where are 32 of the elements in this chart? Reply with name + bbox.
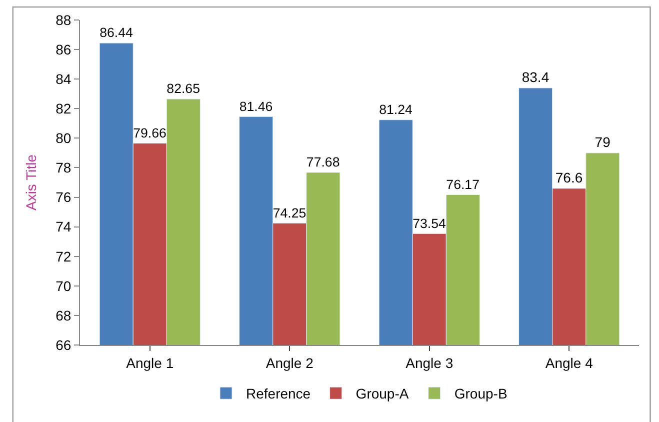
y-axis-title: Axis Title <box>23 154 40 211</box>
data-label: 82.65 <box>166 81 200 96</box>
x-tick-label: Angle 3 <box>406 354 454 371</box>
y-tick-label: 82 <box>56 100 72 117</box>
legend-label: Group-B <box>454 386 508 402</box>
y-tick-label: 78 <box>56 160 72 176</box>
y-tick-label: 86 <box>56 41 72 58</box>
data-label: 81.46 <box>239 98 273 114</box>
data-label: 74.25 <box>272 205 306 220</box>
data-label: 73.54 <box>412 216 447 231</box>
data-label: 83.4 <box>522 68 550 85</box>
y-tick-label: 84 <box>56 70 72 87</box>
y-tick-label: 80 <box>56 130 72 146</box>
legend-label: Group-A <box>356 386 410 402</box>
data-label: 81.24 <box>379 102 413 118</box>
data-label: 79 <box>594 134 611 150</box>
data-label: 76.6 <box>555 169 583 186</box>
x-tick-label: Angle 1 <box>126 354 174 371</box>
y-tick-label: 76 <box>56 189 72 206</box>
data-label: 77.68 <box>306 154 340 170</box>
y-tick-label: 88 <box>56 12 72 28</box>
y-tick-label: 68 <box>56 307 72 324</box>
x-tick-label: Angle 2 <box>266 354 314 371</box>
data-label: 76.17 <box>446 176 480 192</box>
legend-label: Reference <box>246 386 311 402</box>
x-tick-label: Angle 4 <box>545 354 594 371</box>
y-tick-label: 70 <box>56 278 72 294</box>
data-label: 86.44 <box>100 25 134 40</box>
data-label: 79.66 <box>133 125 166 140</box>
y-tick-label: 74 <box>56 218 72 235</box>
y-tick-label: 72 <box>56 248 72 264</box>
y-tick-label: 66 <box>56 336 72 353</box>
